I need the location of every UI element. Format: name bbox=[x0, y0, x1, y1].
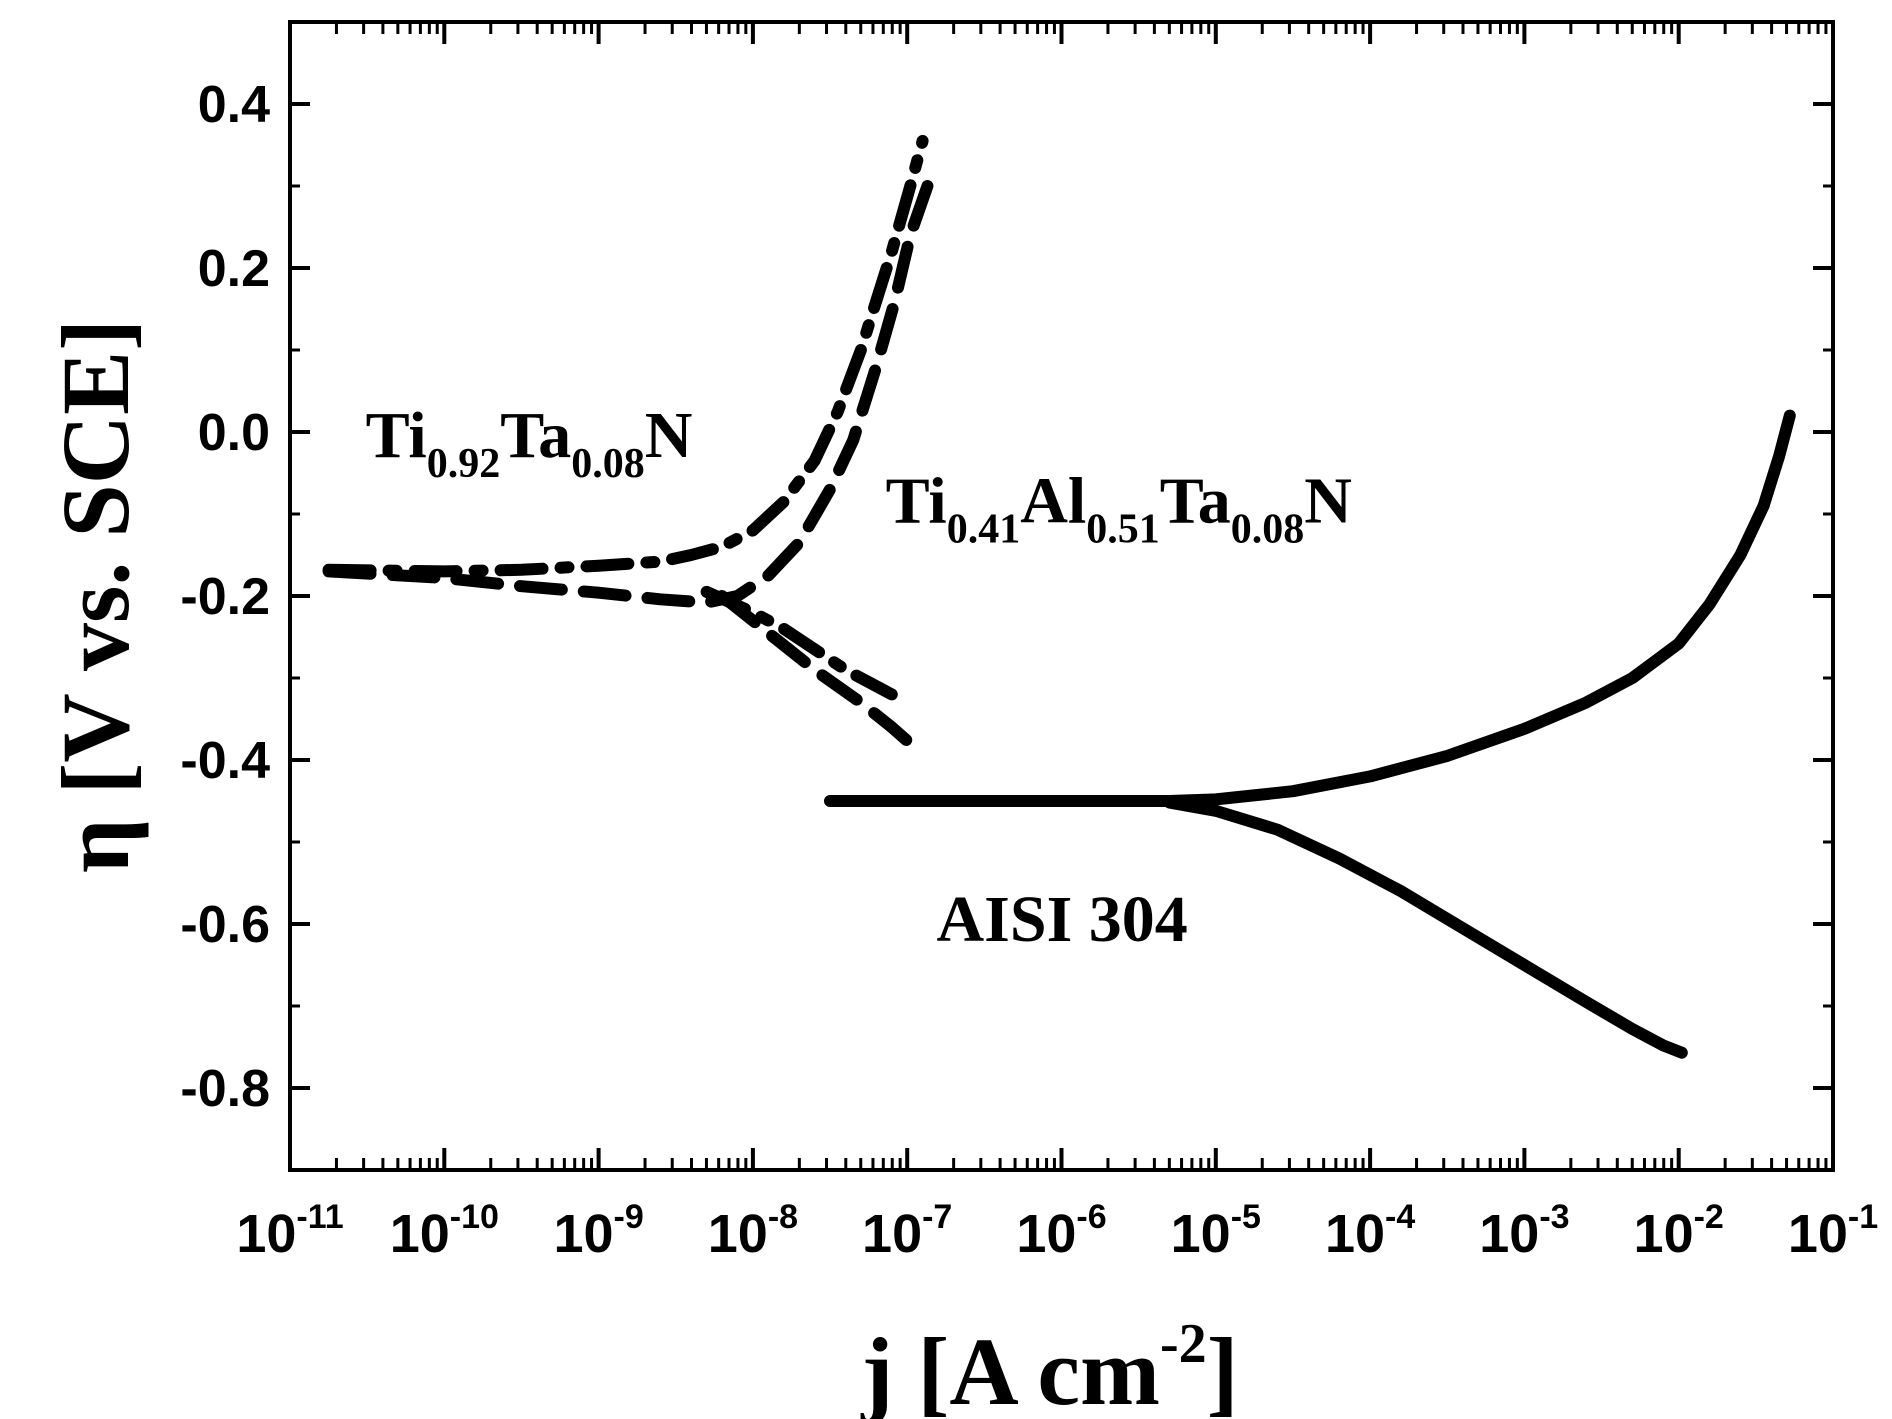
minor-ticks bbox=[290, 20, 1833, 1172]
series-line-1 bbox=[322, 171, 937, 609]
x-tick-exponent: -4 bbox=[1385, 1198, 1415, 1236]
series-line-5 bbox=[1163, 796, 1688, 1059]
x-tick-label: 10-10 bbox=[390, 1198, 499, 1264]
x-tick-label: 10-9 bbox=[553, 1198, 643, 1264]
x-tick-exponent: -10 bbox=[450, 1198, 499, 1236]
series-layer bbox=[322, 134, 1796, 1059]
x-tick-exponent: -1 bbox=[1848, 1198, 1878, 1236]
y-axis-title: η [V vs. SCE] bbox=[42, 319, 149, 873]
series-line-0 bbox=[322, 134, 929, 578]
x-tick-base: 10 bbox=[1325, 1204, 1385, 1264]
x-tick-exponent: -6 bbox=[1076, 1198, 1106, 1236]
x-axis-title-main: j [A cm bbox=[860, 1318, 1160, 1419]
annotation-part: Ti bbox=[886, 465, 947, 538]
plot-frame bbox=[288, 20, 1835, 1172]
annotation-aisi: AISI 304 bbox=[937, 883, 1188, 956]
x-tick-base: 10 bbox=[236, 1204, 296, 1264]
x-tick-exponent: -7 bbox=[922, 1198, 952, 1236]
y-tick-label: -0.4 bbox=[180, 732, 270, 790]
annotation-part: Ta bbox=[1160, 465, 1231, 538]
annotation-part: Ta bbox=[500, 399, 571, 472]
x-tick-exponent: -3 bbox=[1539, 1198, 1569, 1236]
y-axis-ticks: 0.4 0.2 0.0 -0.2 -0.4 -0.6 -0.8 bbox=[180, 76, 1833, 1118]
y-tick-label: -0.8 bbox=[180, 1060, 270, 1118]
x-tick-label: 10-1 bbox=[1788, 1198, 1878, 1264]
x-axis-title-sup: -2 bbox=[1160, 1313, 1207, 1375]
x-tick-base: 10 bbox=[1171, 1204, 1231, 1264]
x-tick-label: 10-11 bbox=[236, 1198, 343, 1264]
x-tick-base: 10 bbox=[1479, 1204, 1539, 1264]
annotation-part: 0.51 bbox=[1086, 507, 1160, 553]
x-tick-base: 10 bbox=[1016, 1204, 1076, 1264]
annotation-part: Ti bbox=[366, 399, 427, 472]
x-tick-base: 10 bbox=[553, 1204, 613, 1264]
x-tick-label: 10-8 bbox=[708, 1198, 798, 1264]
x-tick-label: 10-7 bbox=[862, 1198, 952, 1264]
x-tick-base: 10 bbox=[1634, 1204, 1694, 1264]
y-tick-label: 0.0 bbox=[198, 404, 270, 462]
x-axis-ticks: 10-11 10-10 10-9 10-8 10-7 10-6 10-5 10-4 10-3 10… bbox=[236, 22, 1878, 1264]
x-tick-label: 10-6 bbox=[1016, 1198, 1106, 1264]
annotation-part: AISI 304 bbox=[937, 883, 1188, 956]
annotation-tialta: Ti0.41Al0.51Ta0.08N bbox=[886, 465, 1352, 553]
series-line-2 bbox=[700, 585, 898, 701]
x-tick-exponent: -2 bbox=[1694, 1198, 1724, 1236]
annotation-part: 0.92 bbox=[427, 441, 501, 487]
annotation-part: Al bbox=[1020, 465, 1086, 538]
x-tick-base: 10 bbox=[1788, 1204, 1848, 1264]
annotation-part: 0.41 bbox=[947, 507, 1021, 553]
x-tick-exponent: -11 bbox=[296, 1198, 343, 1236]
annotation-part: N bbox=[645, 399, 693, 472]
annotation-part: 0.08 bbox=[571, 441, 645, 487]
x-tick-base: 10 bbox=[708, 1204, 768, 1264]
x-tick-base: 10 bbox=[390, 1204, 450, 1264]
y-tick-label: -0.6 bbox=[180, 896, 270, 954]
annotation-tita: Ti0.92Ta0.08N bbox=[366, 399, 693, 487]
x-tick-label: 10-4 bbox=[1325, 1198, 1415, 1264]
series-line-4 bbox=[824, 409, 1796, 807]
y-tick-label: 0.2 bbox=[198, 240, 270, 298]
x-axis-title-close: ] bbox=[1207, 1318, 1239, 1419]
x-axis-title: j [A cm-2] bbox=[860, 1313, 1238, 1419]
x-tick-exponent: -9 bbox=[614, 1198, 644, 1236]
x-tick-exponent: -5 bbox=[1231, 1198, 1261, 1236]
y-tick-label: 0.4 bbox=[198, 76, 270, 134]
x-tick-label: 10-2 bbox=[1634, 1198, 1724, 1264]
y-tick-label: -0.2 bbox=[180, 568, 270, 626]
x-tick-label: 10-3 bbox=[1479, 1198, 1569, 1264]
annotation-part: N bbox=[1304, 465, 1352, 538]
x-tick-base: 10 bbox=[862, 1204, 922, 1264]
x-tick-exponent: -8 bbox=[768, 1198, 798, 1236]
annotation-part: 0.08 bbox=[1231, 507, 1305, 553]
x-tick-label: 10-5 bbox=[1171, 1198, 1261, 1264]
series-line-3 bbox=[716, 590, 921, 754]
